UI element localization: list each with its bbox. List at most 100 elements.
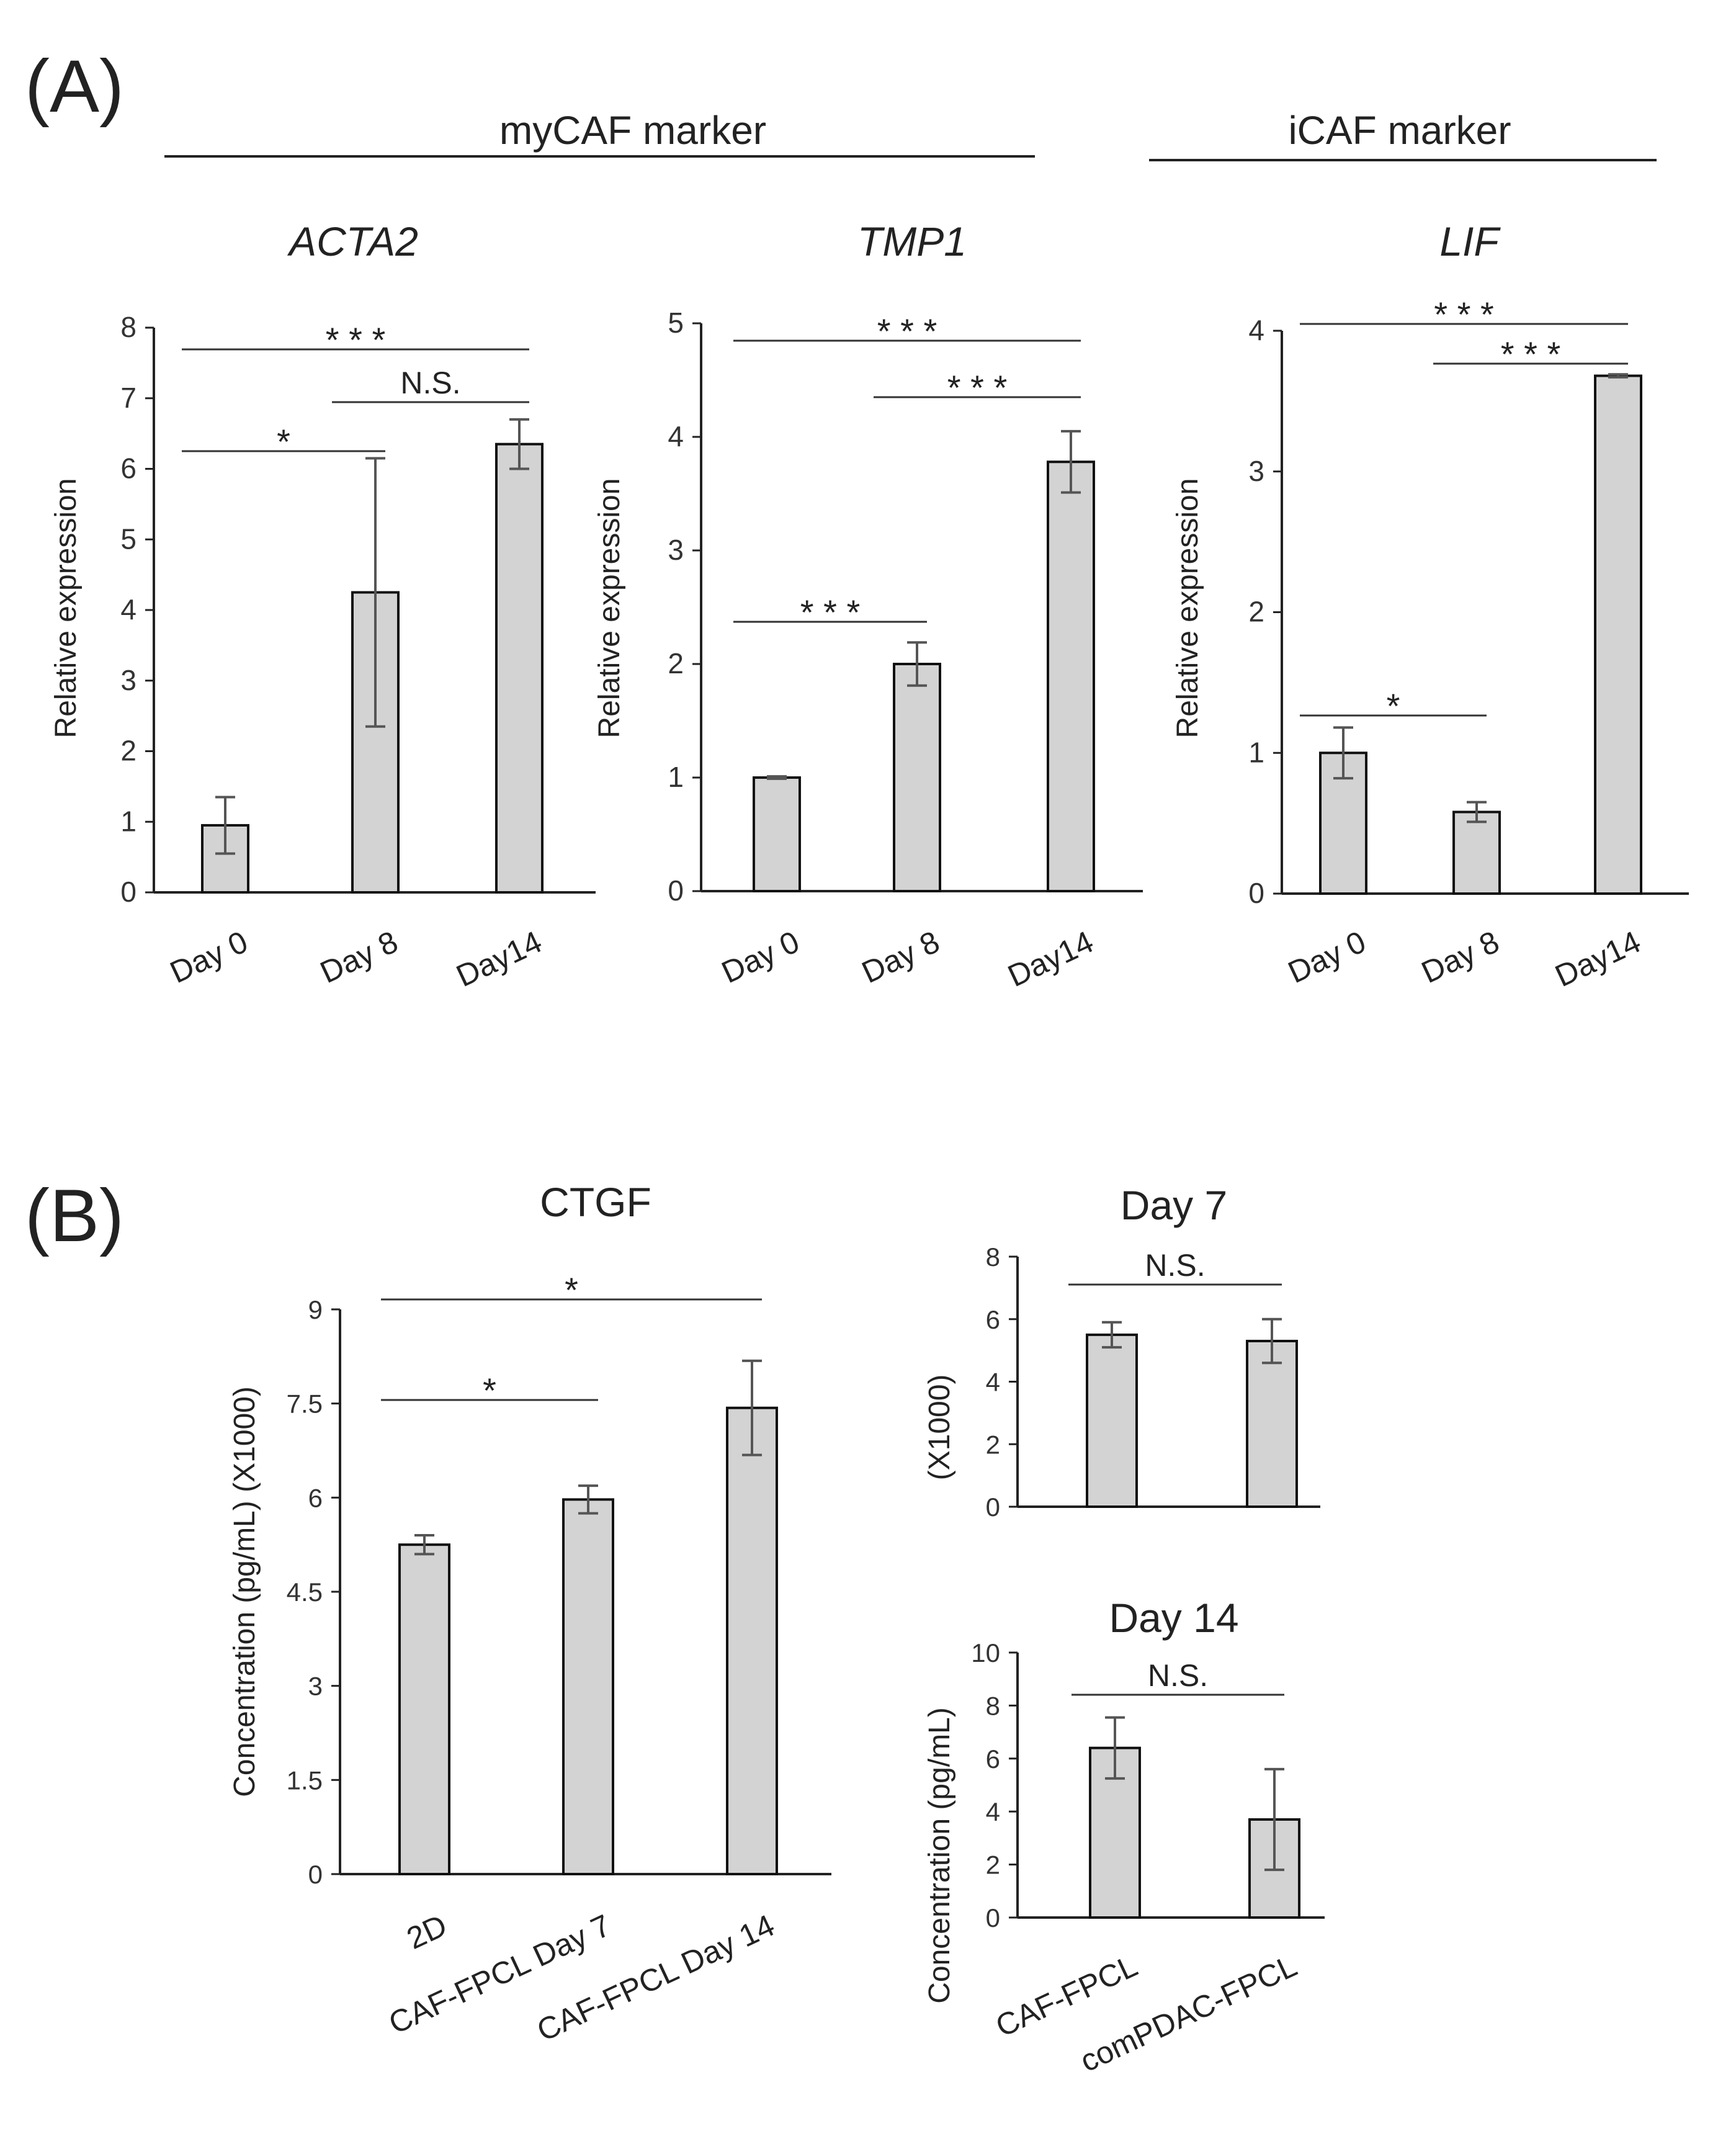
acta2-ytick-label: 6 bbox=[120, 452, 136, 485]
tmp1-category-label: Day 8 bbox=[857, 924, 945, 990]
panel-b-label: (B) bbox=[25, 1174, 124, 1257]
lif-sig-label-1: * * * bbox=[1501, 334, 1561, 374]
tmp1-ytick-label: 4 bbox=[668, 420, 684, 452]
acta2-ytick-label: 5 bbox=[120, 523, 136, 555]
lif-ytick-label: 1 bbox=[1248, 736, 1264, 768]
tmp1-errorbar-0 bbox=[767, 775, 787, 780]
ctgf-sig-label-1: * bbox=[483, 1371, 496, 1410]
acta2-category-label: Day 0 bbox=[165, 924, 253, 990]
lif-category-label: Day 8 bbox=[1416, 924, 1505, 990]
acta2-ytick-label: 4 bbox=[120, 593, 136, 626]
day7-ytick-label: 6 bbox=[986, 1305, 1000, 1334]
day7-ytick-label: 4 bbox=[986, 1368, 1000, 1397]
day7-errorbar-0 bbox=[1102, 1321, 1122, 1349]
ctgf-category-label: 2D bbox=[401, 1908, 452, 1956]
acta2-errorbar-2 bbox=[509, 418, 529, 470]
ctgf-sig-label-0: * bbox=[565, 1270, 578, 1309]
lif-ytick-label: 0 bbox=[1248, 877, 1264, 909]
tmp1-ytick-label: 3 bbox=[668, 534, 684, 566]
day14-ytick-label: 6 bbox=[986, 1744, 1000, 1774]
tmp1-sig-label-2: * * * bbox=[800, 593, 861, 632]
acta2-errorbar-0 bbox=[215, 796, 235, 855]
ctgf-errorbar-0 bbox=[414, 1534, 434, 1556]
acta2-sig-label-1: N.S. bbox=[400, 366, 460, 400]
lif-errorbar-1 bbox=[1467, 801, 1487, 823]
day7-sig-label-0: N.S. bbox=[1145, 1248, 1205, 1283]
ctgf-ytick-label: 4.5 bbox=[287, 1577, 323, 1607]
acta2-ytick-label: 1 bbox=[120, 805, 136, 837]
acta2-ytick-label: 8 bbox=[120, 311, 136, 343]
lif-category-label: Day 0 bbox=[1283, 924, 1371, 990]
ctgf-errorbar-1 bbox=[578, 1484, 598, 1515]
acta2-sig-label-2: * bbox=[277, 422, 290, 461]
tmp1-ylabel: Relative expression bbox=[593, 478, 626, 738]
acta2-title: ACTA2 bbox=[287, 218, 418, 264]
tmp1-errorbar-1 bbox=[907, 641, 927, 687]
lif-ytick-label: 2 bbox=[1248, 596, 1264, 628]
day14-errorbar-0 bbox=[1105, 1716, 1125, 1780]
day7-title: Day 7 bbox=[1121, 1182, 1227, 1228]
day14-ytick-label: 0 bbox=[986, 1903, 1000, 1932]
day7-bar-0 bbox=[1086, 1333, 1138, 1508]
lif-title: LIF bbox=[1439, 218, 1501, 264]
lif-ytick-label: 3 bbox=[1248, 455, 1264, 487]
lif-bar-1 bbox=[1452, 810, 1501, 895]
tmp1-bar-0 bbox=[753, 776, 801, 892]
ctgf-title: CTGF bbox=[540, 1179, 651, 1225]
lif-bar-2 bbox=[1594, 374, 1642, 895]
day14-sig-label-0: N.S. bbox=[1148, 1658, 1208, 1693]
ctgf-ytick-label: 0 bbox=[308, 1860, 323, 1889]
acta2-category-label: Day 8 bbox=[315, 924, 403, 990]
tmp1-sig-label-1: * * * bbox=[947, 368, 1008, 407]
acta2-ytick-label: 7 bbox=[120, 382, 136, 414]
day7-ytick-label: 2 bbox=[986, 1430, 1000, 1459]
day14-ytick-label: 10 bbox=[971, 1638, 1000, 1667]
lif-category-label: Day14 bbox=[1550, 924, 1646, 994]
acta2-ytick-label: 3 bbox=[120, 664, 136, 696]
acta2-bar-0 bbox=[201, 823, 249, 894]
day14-ytick-label: 8 bbox=[986, 1691, 1000, 1720]
day7-ytick-label: 8 bbox=[986, 1242, 1000, 1272]
chart-ctgf: CTGF Concentration (pg/mL) (X1000) 0 1.5 3 4.… bbox=[228, 1179, 831, 2048]
day14-errorbar-1 bbox=[1264, 1767, 1284, 1872]
ctgf-bar-1 bbox=[562, 1498, 614, 1876]
tmp1-ytick-label: 2 bbox=[668, 647, 684, 680]
acta2-ytick-label: 2 bbox=[120, 735, 136, 767]
day7-ytick-label: 0 bbox=[986, 1492, 1000, 1522]
day14-bar-0 bbox=[1089, 1746, 1141, 1919]
chart-acta2: ACTA2 Relative expression 0 1 2 3 4 5 6 7 8 Day 0 Da… bbox=[50, 218, 596, 994]
lif-errorbar-0 bbox=[1333, 726, 1353, 780]
day7-bar-1 bbox=[1246, 1340, 1298, 1508]
tmp1-category-label: Day14 bbox=[1003, 924, 1099, 994]
lif-errorbar-2 bbox=[1608, 373, 1628, 379]
acta2-ytick-label: 0 bbox=[120, 876, 136, 908]
day14-ytick-label: 4 bbox=[986, 1797, 1000, 1826]
tmp1-ytick-label: 5 bbox=[668, 307, 684, 339]
tmp1-bar-1 bbox=[893, 663, 941, 892]
tmp1-bar-2 bbox=[1047, 460, 1095, 892]
acta2-ylabel: Relative expression bbox=[50, 478, 83, 738]
ctgf-bar-2 bbox=[726, 1406, 778, 1875]
day14-ytick-label: 2 bbox=[986, 1851, 1000, 1880]
day7-errorbar-1 bbox=[1262, 1317, 1282, 1365]
icaf-group-label: iCAF marker bbox=[1288, 108, 1511, 153]
tmp1-sig-label-0: * * * bbox=[877, 312, 937, 351]
mycaf-group-label: myCAF marker bbox=[499, 108, 766, 153]
shared-ylabel-unit: (X1000) bbox=[923, 1375, 956, 1481]
acta2-sig-label-0: * * * bbox=[326, 320, 386, 359]
tmp1-category-label: Day 0 bbox=[717, 924, 805, 990]
tmp1-ytick-label: 0 bbox=[668, 874, 684, 907]
acta2-errorbar-1 bbox=[365, 457, 385, 728]
lif-ylabel: Relative expression bbox=[1171, 478, 1204, 738]
ctgf-ytick-label: 7.5 bbox=[287, 1389, 323, 1419]
tmp1-errorbar-2 bbox=[1061, 429, 1081, 494]
tmp1-title: TMP1 bbox=[857, 218, 967, 264]
ctgf-ytick-label: 1.5 bbox=[287, 1765, 323, 1795]
shared-ylabel: Concentration (pg/mL) bbox=[923, 1707, 956, 2004]
ctgf-ytick-label: 9 bbox=[308, 1295, 323, 1324]
acta2-bar-2 bbox=[495, 442, 544, 894]
acta2-category-label: Day14 bbox=[451, 924, 547, 994]
panel-a-label: (A) bbox=[25, 45, 124, 128]
